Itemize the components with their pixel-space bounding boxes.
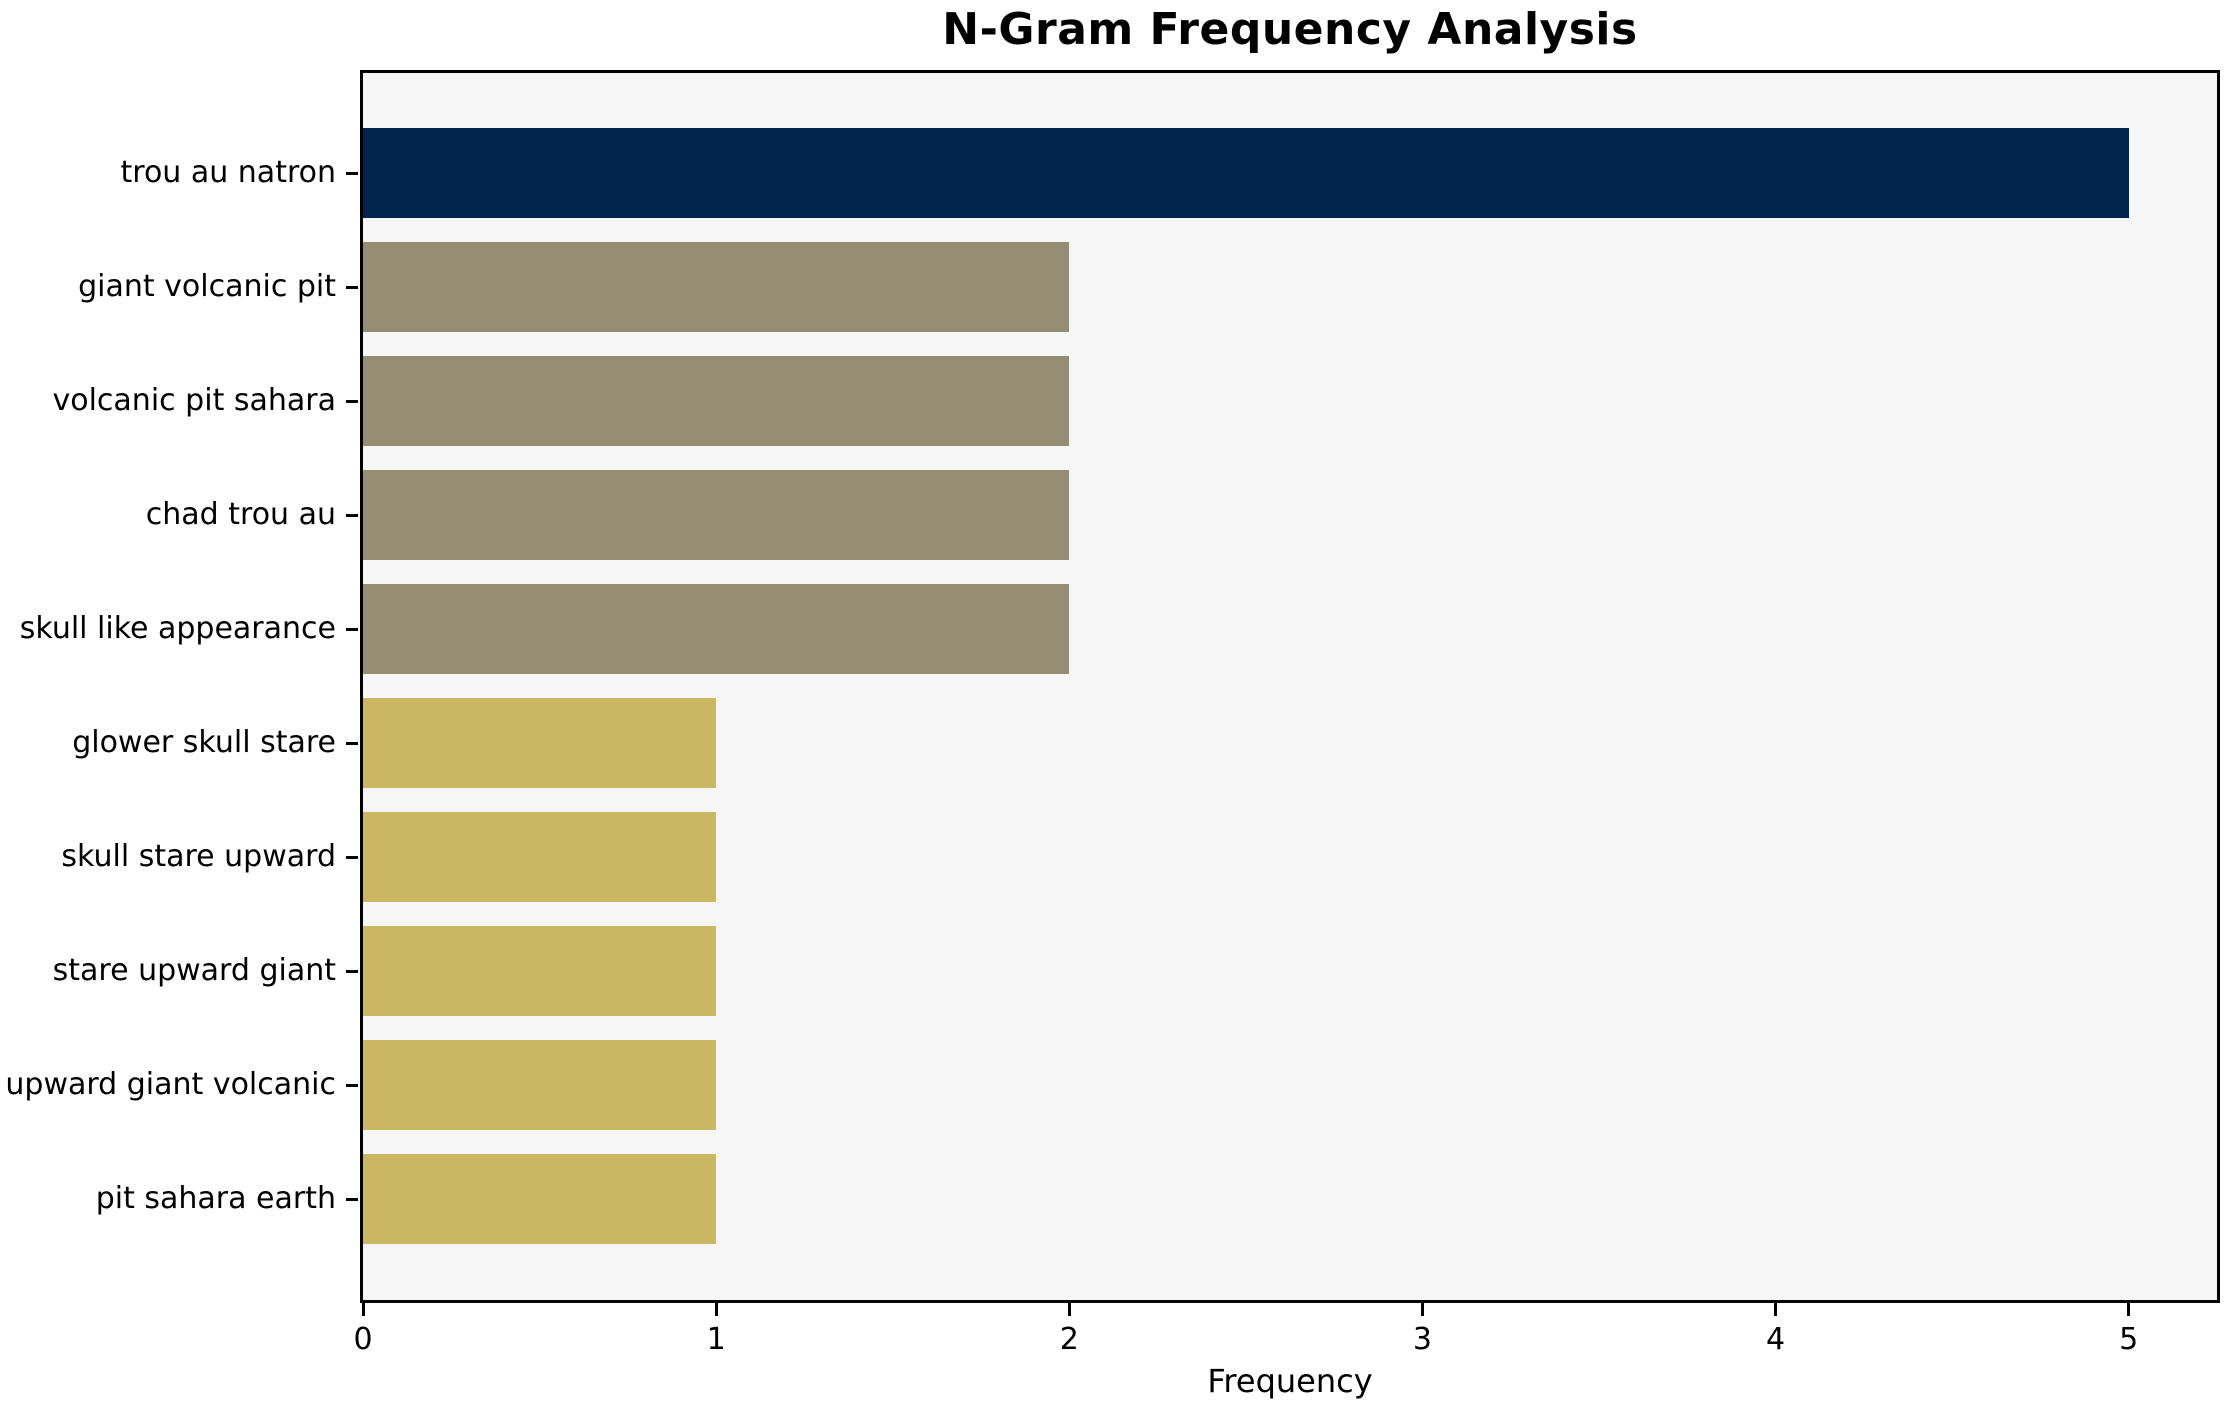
x-tick-mark (714, 1303, 718, 1316)
y-tick-mark (346, 969, 358, 973)
y-tick-mark (346, 513, 358, 517)
y-tick-label: stare upward giant (52, 952, 336, 988)
bar-volcanic-pit-sahara (363, 356, 1070, 446)
y-tick-label: volcanic pit sahara (52, 382, 336, 418)
x-tick-mark (2127, 1303, 2131, 1316)
y-tick-label: skull stare upward (61, 838, 336, 874)
x-tick-label: 4 (1766, 1322, 1786, 1357)
x-axis-label: Frequency (1207, 1362, 1373, 1400)
y-tick-label: giant volcanic pit (78, 268, 336, 304)
y-tick-label: trou au natron (120, 154, 336, 190)
y-tick-mark (346, 1197, 358, 1201)
bar-stare-upward-giant (363, 926, 717, 1016)
y-tick-mark (346, 855, 358, 859)
x-tick-label: 5 (2119, 1322, 2139, 1357)
y-tick-label: upward giant volcanic (5, 1066, 336, 1102)
y-tick-mark (346, 741, 358, 745)
y-tick-mark (346, 399, 358, 403)
y-tick-mark (346, 171, 358, 175)
x-tick-label: 1 (706, 1322, 726, 1357)
bar-trou-au-natron (363, 128, 2129, 218)
y-tick-mark (346, 627, 358, 631)
y-tick-label: chad trou au (145, 496, 336, 532)
y-tick-label: glower skull stare (72, 724, 336, 760)
y-tick-label: pit sahara earth (95, 1180, 336, 1216)
x-tick-mark (361, 1303, 365, 1316)
bar-skull-like-appearance (363, 584, 1070, 674)
y-tick-mark (346, 285, 358, 289)
x-tick-label: 0 (353, 1322, 373, 1357)
bar-giant-volcanic-pit (363, 242, 1070, 332)
bar-upward-giant-volcanic (363, 1040, 717, 1130)
y-tick-label: skull like appearance (19, 610, 336, 646)
x-tick-label: 2 (1059, 1322, 1079, 1357)
bar-chad-trou-au (363, 470, 1070, 560)
chart-title: N-Gram Frequency Analysis (942, 4, 1638, 55)
x-tick-mark (1067, 1303, 1071, 1316)
plot-area (360, 70, 2220, 1303)
bar-glower-skull-stare (363, 698, 717, 788)
x-tick-mark (1774, 1303, 1778, 1316)
y-tick-mark (346, 1083, 358, 1087)
bar-skull-stare-upward (363, 812, 717, 902)
x-tick-mark (1420, 1303, 1424, 1316)
bar-pit-sahara-earth (363, 1154, 717, 1244)
x-tick-label: 3 (1412, 1322, 1432, 1357)
